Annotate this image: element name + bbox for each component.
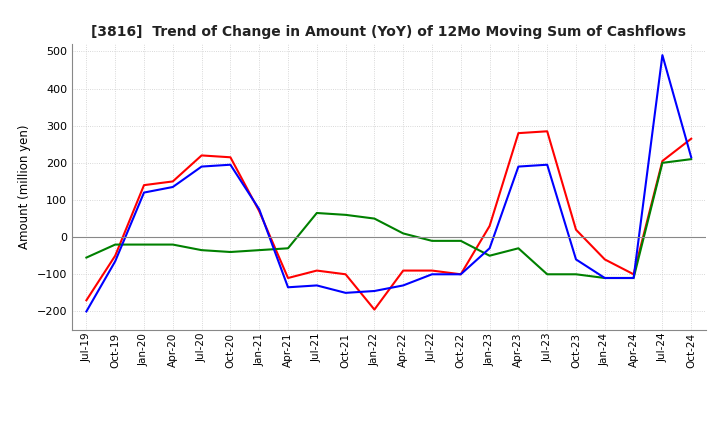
Operating Cashflow [370, 307, 379, 312]
Operating Cashflow [428, 268, 436, 273]
Investing Cashflow [399, 231, 408, 236]
Investing Cashflow [572, 271, 580, 277]
Operating Cashflow [399, 268, 408, 273]
Free Cashflow [370, 288, 379, 293]
Operating Cashflow [140, 183, 148, 188]
Free Cashflow [111, 259, 120, 264]
Operating Cashflow [226, 154, 235, 160]
Investing Cashflow [485, 253, 494, 258]
Line: Free Cashflow: Free Cashflow [86, 55, 691, 312]
Investing Cashflow [428, 238, 436, 243]
Free Cashflow [514, 164, 523, 169]
Operating Cashflow [485, 224, 494, 229]
Free Cashflow [197, 164, 206, 169]
Free Cashflow [341, 290, 350, 296]
Free Cashflow [629, 275, 638, 281]
Operating Cashflow [284, 275, 292, 281]
Investing Cashflow [284, 246, 292, 251]
Investing Cashflow [687, 157, 696, 162]
Operating Cashflow [312, 268, 321, 273]
Investing Cashflow [600, 275, 609, 281]
Investing Cashflow [514, 246, 523, 251]
Line: Investing Cashflow: Investing Cashflow [86, 159, 691, 278]
Operating Cashflow [197, 153, 206, 158]
Investing Cashflow [140, 242, 148, 247]
Investing Cashflow [543, 271, 552, 277]
Free Cashflow [226, 162, 235, 167]
Investing Cashflow [197, 248, 206, 253]
Operating Cashflow [658, 158, 667, 164]
Operating Cashflow [629, 271, 638, 277]
Investing Cashflow [226, 249, 235, 255]
Operating Cashflow [572, 227, 580, 232]
Free Cashflow [312, 283, 321, 288]
Free Cashflow [255, 207, 264, 212]
Line: Operating Cashflow: Operating Cashflow [86, 131, 691, 310]
Investing Cashflow [255, 248, 264, 253]
Free Cashflow [456, 271, 465, 277]
Operating Cashflow [600, 257, 609, 262]
Free Cashflow [399, 283, 408, 288]
Free Cashflow [543, 162, 552, 167]
Investing Cashflow [456, 238, 465, 243]
Operating Cashflow [111, 253, 120, 258]
Operating Cashflow [543, 128, 552, 134]
Operating Cashflow [255, 209, 264, 214]
Free Cashflow [600, 275, 609, 281]
Operating Cashflow [168, 179, 177, 184]
Free Cashflow [687, 154, 696, 160]
Free Cashflow [168, 184, 177, 190]
Investing Cashflow [370, 216, 379, 221]
Free Cashflow [82, 309, 91, 314]
Free Cashflow [284, 285, 292, 290]
Free Cashflow [572, 257, 580, 262]
Operating Cashflow [82, 297, 91, 303]
Investing Cashflow [629, 275, 638, 281]
Title: [3816]  Trend of Change in Amount (YoY) of 12Mo Moving Sum of Cashflows: [3816] Trend of Change in Amount (YoY) o… [91, 25, 686, 39]
Investing Cashflow [312, 210, 321, 216]
Operating Cashflow [687, 136, 696, 141]
Investing Cashflow [658, 160, 667, 165]
Investing Cashflow [111, 242, 120, 247]
Operating Cashflow [341, 271, 350, 277]
Free Cashflow [428, 271, 436, 277]
Investing Cashflow [341, 212, 350, 217]
Operating Cashflow [514, 131, 523, 136]
Investing Cashflow [168, 242, 177, 247]
Investing Cashflow [82, 255, 91, 260]
Free Cashflow [140, 190, 148, 195]
Free Cashflow [658, 52, 667, 58]
Free Cashflow [485, 246, 494, 251]
Operating Cashflow [456, 271, 465, 277]
Y-axis label: Amount (million yen): Amount (million yen) [18, 125, 31, 249]
